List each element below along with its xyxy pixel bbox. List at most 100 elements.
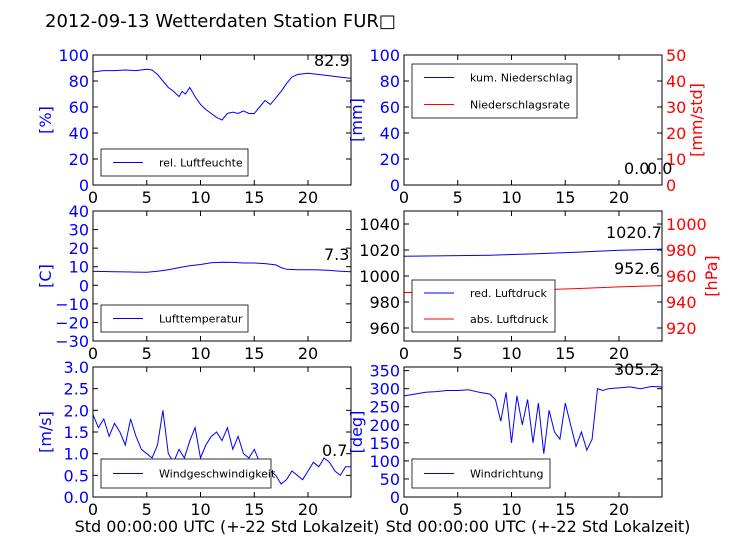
y-tick-label: 0: [79, 276, 89, 295]
x-tick-label: 20: [609, 500, 629, 519]
x-tick-label: 5: [453, 344, 463, 363]
y-tick-label: 3.0: [64, 358, 89, 377]
panel-5: 0 5 10 15 20 0.0 0.5 1.0 1.5 2.0 2.5 3.0 [m/s] Std 00…: [36, 358, 379, 536]
y-tick-label: 0.0: [64, 488, 89, 507]
y2-tick-label: 30: [666, 98, 686, 117]
x-tick-label: 0: [399, 500, 409, 519]
y-tick-label: 20: [69, 150, 89, 169]
y-tick-label: 40: [380, 124, 400, 143]
y-tick-label: 40: [69, 202, 89, 221]
y-tick-label: 1000: [359, 267, 400, 286]
y-axis-label: [C]: [36, 264, 55, 288]
x-tick-label: 10: [190, 344, 210, 363]
x-axis-label: Std 00:00:00 UTC (+-22 Std Lokalzeit): [75, 517, 380, 536]
y2-tick-label: 960: [666, 267, 697, 286]
y-tick-label: 50: [380, 470, 400, 489]
y-tick-label: 150: [369, 434, 400, 453]
x-tick-label: 20: [609, 188, 629, 207]
y-tick-label: 0.5: [64, 466, 89, 485]
y-tick-label: 300: [369, 380, 400, 399]
y2-tick-label: 10: [666, 150, 686, 169]
figure-title: 2012-09-13 Wetterdaten Station FUR□: [45, 11, 396, 32]
y2-tick-label: 940: [666, 293, 697, 312]
x-tick-label: 10: [190, 188, 210, 207]
plot-frame: [403, 366, 663, 498]
x-tick-label: 0: [88, 188, 98, 207]
plot-frame: [92, 54, 352, 186]
series-line-1: [92, 261, 352, 273]
y-tick-label: 960: [369, 319, 400, 338]
y-tick-label: 200: [369, 416, 400, 435]
y-tick-label: 100: [369, 46, 400, 65]
legend-label: Niederschlagsrate: [470, 99, 570, 112]
legend-label: abs. Luftdruck: [470, 313, 549, 326]
x-tick-label: 15: [555, 344, 575, 363]
y2-tick-label: 920: [666, 319, 697, 338]
legend-label: Lufttemperatur: [159, 313, 243, 326]
x-tick-label: 15: [244, 188, 264, 207]
panel-4: 0 5 10 15 2096098010001020104092094096098010…: [359, 210, 721, 363]
x-axis-label: Std 00:00:00 UTC (+-22 Std Lokalzeit): [386, 517, 691, 536]
y-tick-label: 1.5: [64, 423, 89, 442]
legend-box: [411, 279, 556, 333]
panel-2: 0 5 10 15 20 0 20 40 60 80 100 0 10 20 30 40 50 [mm] [mm/s…: [347, 46, 706, 207]
value-annotation: 82.9: [314, 51, 350, 70]
plot-frame: [92, 210, 352, 342]
x-tick-label: 5: [453, 188, 463, 207]
y-tick-label: 10: [69, 258, 89, 277]
series-line-1: [403, 248, 663, 257]
x-tick-label: 0: [399, 344, 409, 363]
legend-box: [411, 63, 578, 119]
x-tick-label: 0: [399, 188, 409, 207]
series-line-1: [92, 68, 352, 121]
y-tick-label: 2.5: [64, 380, 89, 399]
y-tick-label: 60: [69, 98, 89, 117]
x-tick-label: 5: [453, 500, 463, 519]
y-tick-label: 1.0: [64, 445, 89, 464]
y-tick-label: 100: [58, 46, 89, 65]
x-tick-label: 15: [555, 500, 575, 519]
y-tick-label: 60: [380, 98, 400, 117]
legend-label: Windgeschwindigkeit: [159, 468, 276, 481]
value-annotation: 305.2: [614, 360, 660, 379]
x-tick-label: 15: [555, 188, 575, 207]
series-line-1: [92, 410, 351, 485]
value-annotation: 0.0: [624, 159, 649, 178]
x-tick-label: 20: [609, 344, 629, 363]
y-tick-label: 1040: [359, 215, 400, 234]
legend-label: rel. Luftfeuchte: [159, 157, 243, 170]
panel-3: 0 5 10 15 20−30−20−10010203040[C]7.3Lufttemp…: [36, 202, 352, 363]
y-tick-label: −30: [55, 332, 89, 351]
y-axis-label: [deg]: [347, 411, 366, 454]
y-tick-label: 250: [369, 398, 400, 417]
plot-frame: [403, 54, 663, 186]
x-tick-label: 5: [142, 500, 152, 519]
y2-tick-label: 50: [666, 46, 686, 65]
y-tick-label: −10: [55, 295, 89, 314]
y-tick-label: 20: [69, 239, 89, 258]
x-tick-label: 15: [244, 500, 264, 519]
legend-label: Windrichtung: [470, 468, 543, 481]
value-annotation: 0.0: [647, 159, 672, 178]
x-tick-label: 5: [142, 188, 152, 207]
y-tick-label: 80: [380, 72, 400, 91]
y-axis-label: [mm]: [347, 98, 366, 142]
x-tick-label: 10: [190, 500, 210, 519]
value-annotation: 7.3: [324, 245, 349, 264]
panel-1: 0 5 10 15 20 0 20 40 60 80 100 [%] 82.9 rel. Luftfeuc…: [36, 46, 352, 207]
y-tick-label: 350: [369, 362, 400, 381]
value-annotation: 0.7: [322, 441, 347, 460]
y2-axis-label: [mm/std]: [687, 83, 706, 157]
x-tick-label: 20: [298, 344, 318, 363]
y2-tick-label: 40: [666, 72, 686, 91]
y-tick-label: 0: [390, 176, 400, 195]
y-tick-label: 80: [69, 72, 89, 91]
legend-label: kum. Niederschlag: [470, 72, 573, 85]
y2-tick-label: 1000: [666, 215, 707, 234]
value-annotation: 952.6: [614, 259, 660, 278]
x-tick-label: 10: [501, 344, 521, 363]
series-line-1: [403, 385, 663, 454]
y-tick-label: 0: [390, 488, 400, 507]
